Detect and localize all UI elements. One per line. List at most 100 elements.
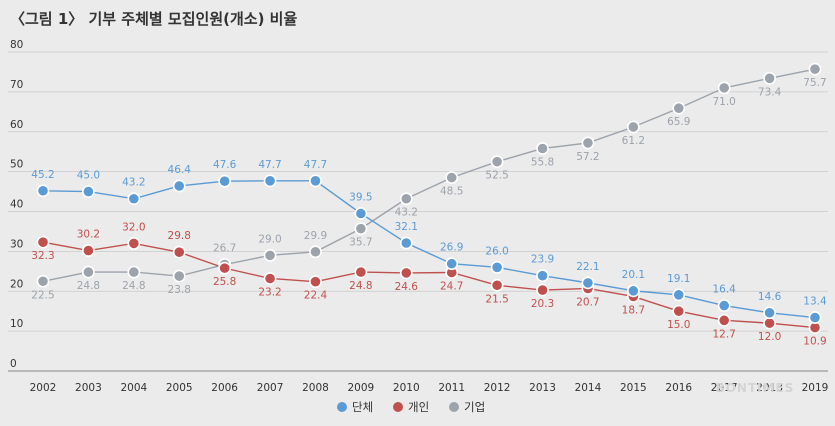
legend-marker <box>449 402 459 412</box>
data-label: 24.8 <box>349 280 372 292</box>
legend-label: 기업 <box>464 400 485 414</box>
data-label: 43.2 <box>122 177 145 189</box>
data-label: 25.8 <box>213 276 236 288</box>
data-point <box>581 276 595 290</box>
data-label: 10.9 <box>803 336 826 348</box>
data-label: 26.9 <box>440 242 463 254</box>
data-point <box>263 174 277 188</box>
data-label: 15.0 <box>667 319 690 331</box>
x-tick-label: 2011 <box>438 382 465 394</box>
data-label: 29.9 <box>304 230 327 242</box>
data-point <box>218 261 232 275</box>
data-label: 47.6 <box>213 159 237 171</box>
data-point <box>808 311 822 324</box>
data-point <box>672 101 686 115</box>
x-tick-label: 2003 <box>75 382 102 394</box>
data-label: 16.4 <box>712 284 736 296</box>
data-label: 32.3 <box>31 250 54 262</box>
data-label: 13.4 <box>803 296 827 308</box>
x-tick-label: 2014 <box>575 382 602 394</box>
data-point <box>354 265 368 279</box>
data-label: 73.4 <box>758 86 782 98</box>
data-label: 48.5 <box>440 186 463 198</box>
data-point <box>172 179 186 193</box>
data-point <box>218 174 232 188</box>
data-point <box>536 283 549 297</box>
data-point <box>626 284 640 298</box>
legend-marker <box>337 402 347 412</box>
data-label: 52.5 <box>485 170 508 182</box>
chart-title: 〈그림 1〉 기부 주체별 모집인원(개소) 비율 <box>10 10 298 28</box>
data-point <box>536 269 549 283</box>
data-point <box>763 316 776 330</box>
data-label: 47.7 <box>258 159 281 171</box>
data-label: 65.9 <box>667 116 690 128</box>
x-tick-label: 2010 <box>393 382 420 394</box>
data-label: 26.0 <box>485 245 508 257</box>
series-line-단체 <box>42 180 816 319</box>
x-tick-label: 2007 <box>257 382 284 394</box>
data-point <box>490 260 504 274</box>
data-label: 22.1 <box>576 261 599 273</box>
data-label: 18.7 <box>622 304 645 316</box>
data-label: 23.9 <box>531 254 554 266</box>
data-label: 45.0 <box>77 170 100 182</box>
data-label: 43.2 <box>395 207 418 219</box>
y-tick-label: 10 <box>10 318 23 330</box>
y-tick-label: 70 <box>10 79 23 91</box>
data-point <box>399 236 413 250</box>
series-line-개인 <box>42 241 816 329</box>
data-point <box>309 245 322 259</box>
y-tick-label: 50 <box>10 159 23 171</box>
data-point <box>490 278 504 292</box>
data-point <box>354 222 368 236</box>
data-label: 35.7 <box>349 237 372 249</box>
data-label: 71.0 <box>712 96 735 108</box>
data-point <box>82 185 95 198</box>
x-tick-label: 2004 <box>120 382 147 394</box>
data-label: 12.7 <box>712 328 735 340</box>
data-label: 29.8 <box>168 230 191 242</box>
data-label: 22.4 <box>304 290 328 302</box>
data-point <box>354 207 368 220</box>
legend-label: 단체 <box>352 400 373 414</box>
data-label: 75.7 <box>803 77 826 89</box>
data-point <box>445 257 459 271</box>
data-label: 24.8 <box>122 280 145 292</box>
legend: 단체 개인 기업 <box>337 400 485 414</box>
data-point <box>399 266 413 280</box>
data-label: 47.7 <box>304 159 327 171</box>
data-label: 24.8 <box>77 280 100 292</box>
data-point <box>263 248 277 262</box>
data-label: 12.0 <box>758 331 781 343</box>
x-tick-label: 2009 <box>348 382 375 394</box>
legend-marker <box>393 402 403 412</box>
data-point <box>581 136 595 150</box>
data-point <box>36 274 50 288</box>
gridlines <box>8 51 828 372</box>
data-label: 61.2 <box>622 135 645 147</box>
x-tick-label: 2015 <box>620 382 647 394</box>
data-labels: 45.2 45.0 43.2 46.4 47.6 47.7 47.7 39.5 32.1 26.9… <box>31 77 827 347</box>
data-label: 20.3 <box>531 298 554 310</box>
data-label: 20.7 <box>576 296 599 308</box>
data-point <box>127 236 141 250</box>
watermark: BONTIMES <box>716 381 795 395</box>
y-tick-label: 0 <box>10 358 17 370</box>
x-tick-label: 2008 <box>302 382 329 394</box>
data-point <box>763 306 776 320</box>
data-label: 23.2 <box>258 286 281 298</box>
data-point <box>127 192 141 206</box>
data-label: 26.7 <box>213 243 236 255</box>
series-line-기업 <box>42 68 816 282</box>
y-tick-label: 80 <box>10 39 23 51</box>
x-tick-label: 2006 <box>211 382 238 394</box>
x-tick-label: 2013 <box>529 382 556 394</box>
legend-label: 개인 <box>408 400 429 414</box>
x-tick-label: 2018 <box>756 382 783 394</box>
y-tick-label: 60 <box>10 119 23 131</box>
data-point <box>172 269 186 283</box>
data-point <box>536 142 549 155</box>
data-label: 24.7 <box>440 281 463 293</box>
